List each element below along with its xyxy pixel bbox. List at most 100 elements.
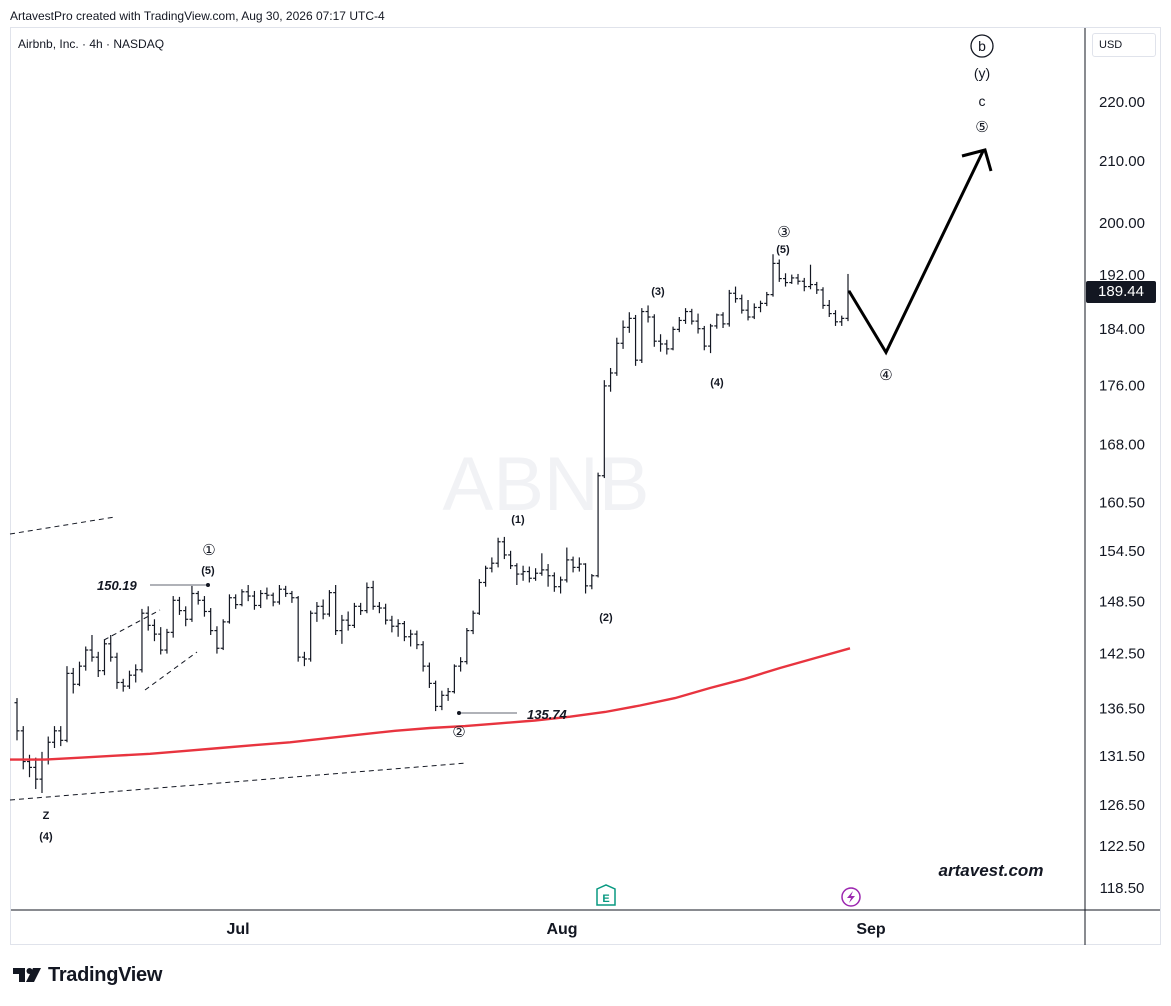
y-tick-label-8: 154.50	[1099, 543, 1145, 560]
ohlc-bar	[351, 602, 357, 628]
ohlc-bar	[795, 273, 801, 285]
ohlc-bar	[201, 596, 207, 617]
ohlc-bar	[695, 313, 701, 334]
ohlc-bar	[445, 687, 451, 701]
ohlc-bar	[826, 300, 832, 318]
ohlc-bar	[764, 291, 770, 307]
ohlc-bar	[158, 627, 164, 655]
ohlc-bar	[264, 587, 270, 600]
ohlc-bar	[733, 286, 739, 303]
ohlc-bar	[176, 596, 182, 615]
ohlc-bar	[739, 294, 745, 314]
wave-label-2: ②	[452, 724, 465, 741]
wave-label-4: ④	[879, 367, 892, 384]
wave-label-sub2: (2)	[599, 612, 613, 624]
y-tick-label-3: 192.00	[1099, 267, 1145, 284]
ohlc-bar	[208, 608, 214, 635]
ohlc-bar	[751, 303, 757, 320]
y-tick-label-5: 176.00	[1099, 377, 1145, 394]
ohlc-bar	[276, 585, 282, 605]
ohlc-bar	[483, 565, 489, 587]
ohlc-bar	[51, 726, 57, 749]
channel-lower-line	[9, 762, 468, 801]
ohlc-bar	[83, 646, 89, 671]
ohlc-bar	[64, 666, 70, 743]
ohlc-bar	[633, 314, 639, 366]
ohlc-bar	[233, 594, 239, 609]
ohlc-bar	[514, 563, 520, 586]
level-135-anchor	[457, 711, 461, 715]
wave-label-3: ③	[777, 224, 790, 241]
wave-label-y: (y)	[974, 65, 990, 81]
ohlc-bar	[370, 580, 376, 610]
ohlc-bar	[101, 639, 107, 676]
ohlc-bar	[601, 380, 607, 479]
projection-arrowhead	[961, 148, 993, 172]
ohlc-bar	[226, 594, 232, 624]
wedge-upper-line	[103, 609, 161, 641]
ohlc-bar	[283, 585, 289, 597]
ohlc-bar	[608, 367, 614, 392]
y-tick-label-15: 118.50	[1100, 880, 1145, 897]
ohlc-bar	[189, 585, 195, 622]
ohlc-bar	[683, 308, 689, 324]
ohlc-bar	[433, 680, 439, 712]
ohlc-bar	[645, 305, 651, 323]
ohlc-bar	[658, 334, 664, 352]
ohlc-bar	[564, 547, 570, 583]
x-tick-label-aug: Aug	[546, 921, 577, 938]
ohlc-bar	[326, 590, 332, 617]
ohlc-bar	[376, 602, 382, 614]
ohlc-bar	[164, 628, 170, 654]
ohlc-bar	[589, 574, 595, 590]
ohlc-bar	[726, 289, 732, 327]
level-150-label: 150.19	[97, 578, 138, 593]
wave-label-b: b	[978, 38, 986, 54]
ohlc-bar	[508, 550, 514, 570]
ohlc-bar	[808, 264, 814, 290]
ohlc-bar	[758, 300, 764, 313]
ohlc-bar	[20, 726, 26, 770]
y-tick-label-11: 136.50	[1099, 700, 1145, 717]
channel-upper-line	[9, 516, 116, 535]
ohlc-bar	[451, 664, 457, 694]
ohlc-bar	[133, 664, 139, 683]
symbol-title[interactable]: Airbnb, Inc. · 4h · NASDAQ	[18, 37, 165, 51]
ohlc-bar	[714, 313, 720, 329]
ohlc-bar	[95, 651, 101, 678]
y-tick-label-13: 126.50	[1099, 797, 1145, 814]
ohlc-bar	[570, 556, 576, 573]
ohlc-bar	[545, 564, 551, 587]
ohlc-bar	[839, 315, 845, 326]
ohlc-bar	[295, 596, 301, 662]
ohlc-bar	[626, 312, 632, 333]
ohlc-bar	[308, 610, 314, 662]
ohlc-bar	[801, 277, 807, 292]
ohlc-bar	[314, 602, 320, 622]
tradingview-logo-icon	[13, 968, 41, 982]
x-tick-label-sep: Sep	[856, 921, 886, 938]
ohlc-bar	[833, 310, 839, 326]
tradingview-logo[interactable]: TradingView	[12, 963, 162, 987]
earnings-e-icon[interactable]: E	[596, 884, 616, 906]
ohlc-bar	[214, 626, 220, 654]
ohlc-bar	[670, 326, 676, 351]
ohlc-bar	[389, 615, 395, 633]
currency-selector[interactable]: USD	[1092, 33, 1156, 57]
wave-label-z-sub4: (4)	[39, 831, 53, 843]
ohlc-bar	[345, 611, 351, 631]
ohlc-bar	[333, 585, 339, 635]
lightning-event-icon[interactable]	[841, 887, 861, 907]
chart-frame	[10, 27, 1161, 945]
wave-label-sub4: (4)	[710, 377, 724, 389]
wave-label-1: ①	[202, 542, 215, 559]
symbol-watermark: ABNB	[443, 442, 650, 527]
ohlc-bar	[270, 592, 276, 607]
level-150-anchor	[206, 583, 210, 587]
wave-label-z: z	[43, 810, 50, 822]
y-tick-label-9: 148.50	[1099, 593, 1145, 610]
ohlc-bar	[183, 606, 189, 627]
ohlc-bar	[814, 281, 820, 294]
y-tick-label-14: 122.50	[1099, 838, 1145, 855]
